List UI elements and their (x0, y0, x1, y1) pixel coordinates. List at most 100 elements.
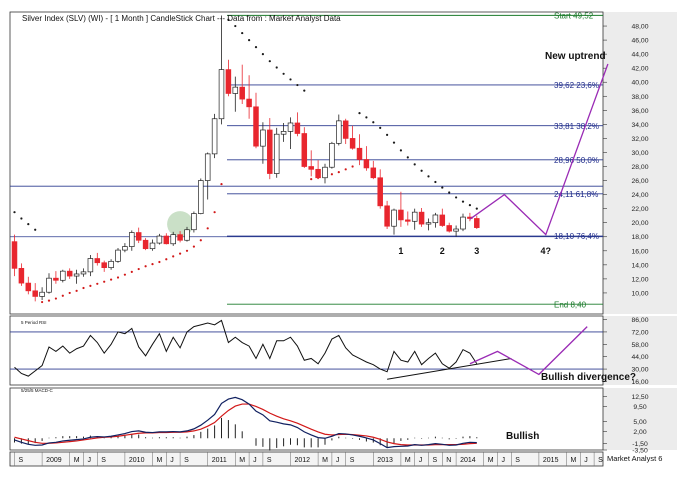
candle-body (73, 273, 80, 277)
candle-body (418, 211, 425, 225)
candle-body (315, 168, 321, 179)
sar-dot (475, 207, 478, 210)
time-tick-label: 2014 (460, 457, 476, 464)
sar-dot (103, 280, 106, 283)
candle-body (301, 133, 308, 167)
price-tick-label: 32,00 (631, 136, 648, 143)
price-tick-label: 40,00 (631, 80, 648, 87)
candle-body (46, 277, 52, 293)
candle-body (287, 122, 294, 132)
price-tick-label: 38,00 (631, 94, 648, 101)
rsi-tick-label: 16,00 (631, 379, 648, 386)
wave-label-3: 3 (474, 246, 479, 256)
candle-body (356, 147, 363, 160)
candle-body (211, 118, 218, 155)
price-tick-label: 44,00 (631, 52, 648, 59)
sar-dot (337, 171, 340, 174)
candle-body (342, 120, 349, 139)
candle-body (66, 270, 73, 277)
candle-body (246, 98, 252, 108)
bullish-annotation: Bullish (506, 431, 539, 442)
macd-tick-label: 5,00 (633, 419, 646, 426)
sar-dot (241, 31, 244, 35)
candle-body (177, 234, 183, 241)
sar-dot (130, 270, 133, 273)
sar-dot (89, 284, 92, 288)
time-tick-label: 2015 (543, 457, 559, 464)
price-panel: 48,00 46,00 44,00 42,00 40,00 38,00 36,00 34,00… (9, 12, 677, 315)
time-tick-label: S (350, 457, 355, 464)
sar-dot (455, 196, 458, 199)
macd-tick-label: 12,50 (631, 394, 648, 401)
candle-body (32, 290, 38, 297)
sar-dot (275, 66, 278, 69)
price-tick-label: 20,00 (631, 220, 648, 227)
candle-body (53, 277, 59, 281)
price-tick-label: 22,00 (631, 206, 648, 213)
candle-body (453, 228, 459, 232)
rsi-trend-line (387, 357, 512, 380)
sar-dot (206, 227, 209, 230)
sar-dot (144, 265, 147, 268)
sar-dot (282, 72, 285, 75)
fib-label: 39,62 23,6% (554, 81, 599, 90)
sar-dot (199, 239, 202, 242)
sar-dot (468, 204, 471, 207)
candle-body (349, 138, 356, 149)
sar-dot (261, 53, 264, 56)
sar-dot (137, 267, 140, 271)
price-tick-label: 16,00 (631, 248, 648, 255)
candle-body (135, 232, 142, 241)
sar-dot (330, 173, 333, 176)
sar-dot (165, 258, 168, 261)
rsi-label: 5 Period RSI (21, 320, 47, 325)
candle-body (191, 213, 197, 231)
time-tick-label: 2011 (212, 457, 227, 464)
rsi-tick-label: 30,00 (631, 367, 648, 374)
price-tick-label: 30,00 (631, 150, 648, 157)
sar-dot (96, 282, 99, 285)
candle-body (101, 262, 107, 268)
time-tick-label: M (239, 457, 245, 464)
chart-title: Silver Index (SLV) (WI) - [ 1 Month ] Ca… (22, 14, 341, 23)
time-tick-label: N (446, 457, 451, 464)
candle-body (225, 69, 232, 94)
candle-body (39, 291, 45, 297)
wave-label-2: 2 (440, 246, 445, 256)
sar-dot (179, 252, 182, 255)
sar-dot (68, 291, 71, 295)
time-tick-label: S (433, 457, 438, 464)
candle-body (370, 167, 377, 179)
candle-body (446, 225, 452, 232)
price-tick-label: 42,00 (631, 66, 648, 73)
sar-dot (192, 245, 195, 248)
candle-body (232, 86, 239, 94)
sar-dot (303, 89, 306, 92)
time-tick-label: J (502, 457, 506, 464)
sar-dot (351, 165, 354, 168)
candle-body (184, 229, 190, 241)
time-tick-label: 2009 (46, 457, 62, 464)
time-tick-label: J (336, 457, 340, 464)
sar-dot (75, 289, 78, 292)
time-tick-label: J (170, 457, 174, 464)
rsi-axis-bg (603, 316, 677, 385)
time-tick-label: J (419, 457, 423, 464)
sar-dot (386, 133, 389, 137)
sar-dot (220, 182, 223, 186)
macd-tick-label: -1,50 (632, 441, 648, 448)
candle-body (253, 106, 259, 147)
candle-body (405, 219, 411, 222)
time-tick-label: 2012 (295, 457, 311, 464)
candle-body (170, 234, 176, 245)
sar-dot (344, 168, 347, 171)
candle-body (80, 271, 87, 275)
time-tick-label: J (88, 457, 92, 464)
price-tick-label: 18,00 (631, 234, 648, 241)
time-tick-label: M (157, 457, 163, 464)
macd-panel: 12,50 9,50 5,00 2,00 -1,50-3,50 (9, 387, 677, 455)
sar-dot (172, 255, 175, 258)
sar-dot (116, 276, 120, 279)
sar-dot (379, 126, 382, 129)
